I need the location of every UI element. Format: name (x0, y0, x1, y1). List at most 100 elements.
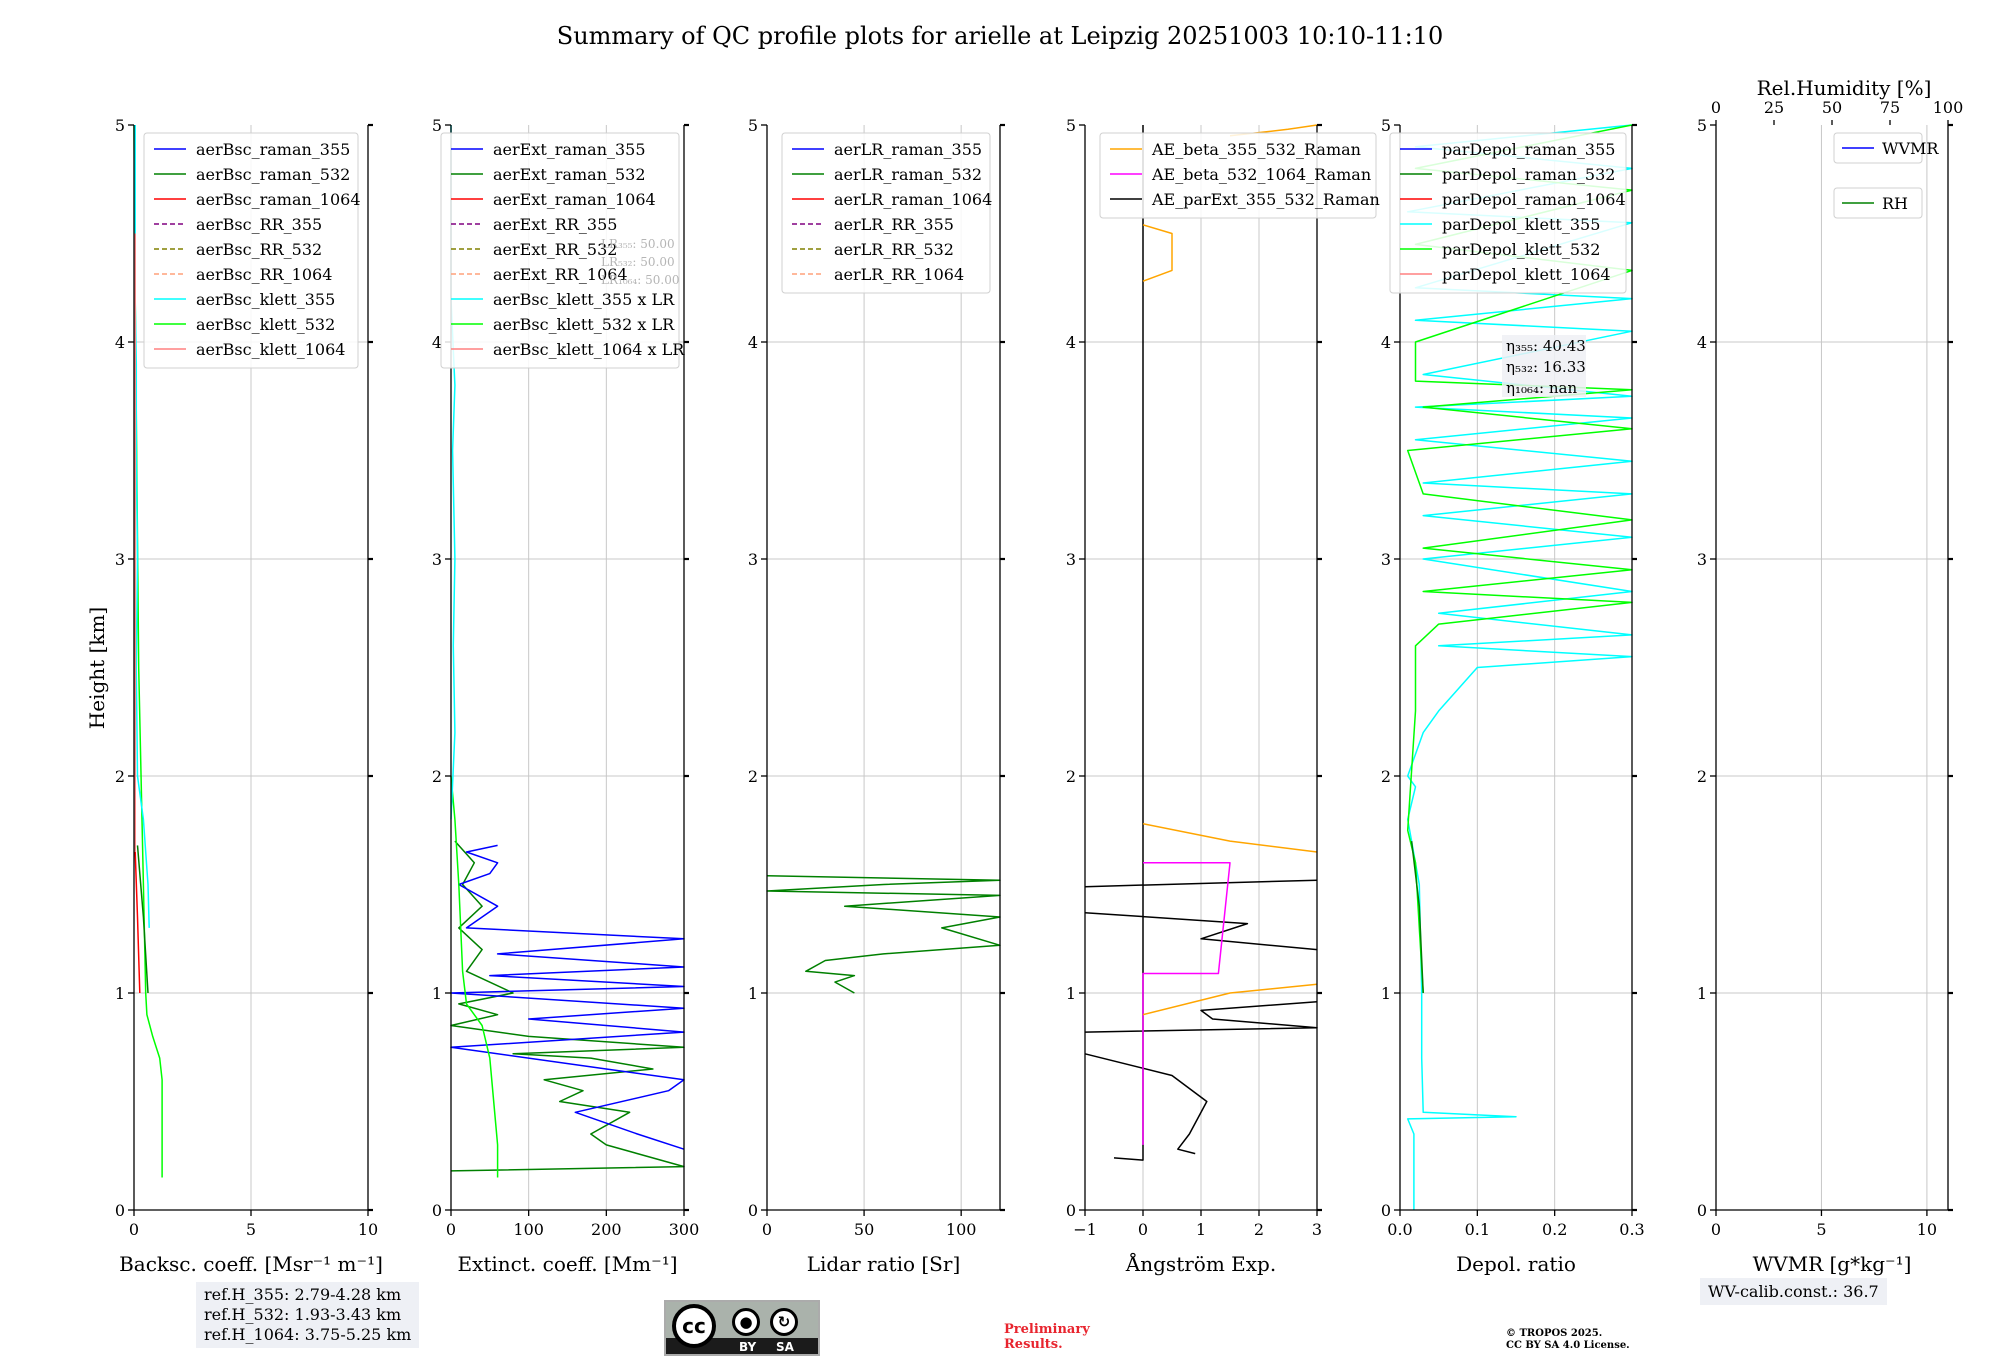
legend-label: aerExt_raman_355 (493, 140, 646, 159)
preliminary-line-1: Preliminary (1004, 1322, 1090, 1337)
wv-calibration-box: WV-calib.const.: 36.7 (1700, 1278, 1887, 1305)
y-tick-label: 4 (432, 333, 442, 352)
series-line-AE_parExt_355_532_Raman_c (1084, 1000, 1318, 1033)
series-line-AE_beta_532_1064_Raman (1142, 862, 1231, 1145)
y-tick-label: 5 (115, 116, 125, 135)
legend-frame (1099, 132, 1377, 219)
series-line-AE_parExt_355_532_Raman_d (1084, 911, 1318, 951)
y-tick-label: 2 (432, 767, 442, 786)
legend-label: parDepol_raman_532 (1442, 165, 1615, 184)
y-tick-label: 2 (1381, 767, 1391, 786)
x-tick-label: 0 (1711, 1220, 1721, 1239)
x-tick-label: 50 (854, 1220, 874, 1239)
eta-note: η₅₃₂: 16.33 (1506, 358, 1586, 376)
y-tick-label: 0 (748, 1201, 758, 1220)
cc-license-badge: cc ● ↻ BY SA (664, 1300, 820, 1356)
x-tick-label: 0.1 (1465, 1220, 1490, 1239)
legend-label: aerLR_RR_532 (834, 240, 954, 259)
reference-heights-box: ref.H_355: 2.79-4.28 km ref.H_532: 1.93-… (196, 1282, 420, 1348)
y-tick-label: 0 (115, 1201, 125, 1220)
top-tick-label: 0 (1711, 98, 1721, 117)
x-tick-label: 10 (1917, 1220, 1937, 1239)
legend-label: aerBsc_RR_532 (196, 240, 322, 259)
legend-label: aerLR_raman_355 (834, 140, 982, 159)
legend-label: aerBsc_klett_1064 x LR (493, 340, 685, 359)
series-line-AE_beta_355_532_Raman_c (1142, 224, 1173, 282)
x-tick-label: 0 (446, 1220, 456, 1239)
legend-frame (1389, 132, 1627, 294)
legend-box: WVMR (1833, 132, 1939, 164)
legend-label: parDepol_klett_1064 (1442, 265, 1611, 284)
y-tick-label: 3 (432, 550, 442, 569)
panel-backscatter: 0 1 2 3 4 5 0 5 10 Backsc. coeff. [Msr⁻¹ m⁻¹] aerB… (115, 116, 383, 1276)
top-tick-label: 50 (1822, 98, 1842, 117)
legend-label: aerBsc_raman_355 (196, 140, 350, 159)
series-line-AE_beta_355_532_Raman_b (1142, 822, 1318, 853)
legend-frame (781, 132, 991, 294)
y-tick-label: 0 (432, 1201, 442, 1220)
x-tick-label: 1 (1196, 1220, 1206, 1239)
y-tick-label: 1 (432, 984, 442, 1003)
x-tick-label: 5 (1816, 1220, 1826, 1239)
y-tick-label: 5 (432, 116, 442, 135)
y-tick-label: 3 (1381, 550, 1391, 569)
x-tick-label: 300 (669, 1220, 700, 1239)
copyright-note: © TROPOS 2025. CC BY SA 4.0 License. (1506, 1328, 1630, 1352)
x-axis-label: WVMR [g*kg⁻¹] (1753, 1252, 1912, 1276)
series-line-AE_parExt_355_532_Raman_b (1084, 1053, 1208, 1155)
legend-label: aerExt_RR_355 (493, 215, 617, 234)
ref-height-355: ref.H_355: 2.79-4.28 km (204, 1285, 402, 1304)
legend-box: RH (1833, 187, 1923, 219)
x-tick-label: 10 (358, 1220, 378, 1239)
eta-note: η₁₀₆₄: nan (1506, 379, 1577, 397)
legend-label: aerBsc_raman_1064 (196, 190, 361, 209)
y-tick-label: 1 (1066, 984, 1076, 1003)
legend-label: parDepol_klett_355 (1442, 215, 1600, 234)
series-line-AE_parExt_355_532_Raman (1113, 125, 1144, 1161)
series-line-AE_beta_355_532_Raman (1142, 983, 1318, 1016)
legend-label: aerBsc_klett_355 x LR (493, 290, 675, 309)
legend-box: AE_beta_355_532_Raman AE_beta_532_1064_Ra… (1099, 132, 1380, 219)
legend-label: parDepol_klett_532 (1442, 240, 1600, 259)
x-tick-label: 0.3 (1619, 1220, 1644, 1239)
legend-label: AE_beta_532_1064_Raman (1151, 165, 1371, 184)
y-tick-label: 1 (1697, 984, 1707, 1003)
y-tick-label: 3 (748, 550, 758, 569)
x-tick-label: 0 (129, 1220, 139, 1239)
legend-label: aerBsc_klett_355 (196, 290, 335, 309)
legend-label: RH (1882, 194, 1908, 213)
x-tick-label: 2 (1254, 1220, 1264, 1239)
y-axis-label: Height [km] (85, 607, 109, 729)
series-line-aerBsc_raman_532 (136, 845, 149, 994)
panel-extinction: 0 1 2 3 4 5 0 100 200 300 Extinct. coeff. [Mm⁻¹] ae… (432, 116, 699, 1276)
legend-frame (440, 132, 680, 369)
y-tick-label: 3 (115, 550, 125, 569)
cc-logo-icon: cc (672, 1304, 716, 1348)
y-tick-label: 0 (1697, 1201, 1707, 1220)
y-tick-label: 4 (1697, 333, 1707, 352)
x-tick-label: 0 (762, 1220, 772, 1239)
legend-label: aerLR_RR_1064 (834, 265, 964, 284)
x-tick-label: 100 (946, 1220, 977, 1239)
x-tick-label: 100 (513, 1220, 544, 1239)
top-tick-label: 100 (1933, 98, 1964, 117)
y-tick-label: 3 (1066, 550, 1076, 569)
legend-box: parDepol_raman_355 parDepol_raman_532 parD… (1389, 132, 1627, 294)
figure-title: Summary of QC profile plots for arielle … (556, 22, 1444, 50)
legend-label: aerLR_raman_532 (834, 165, 982, 184)
y-tick-label: 2 (1697, 767, 1707, 786)
legend-box: aerLR_raman_355 aerLR_raman_532 aerLR_rama… (781, 132, 992, 294)
top-tick-label: 75 (1880, 98, 1900, 117)
x-tick-label: 200 (591, 1220, 622, 1239)
y-tick-label: 0 (1066, 1201, 1076, 1220)
ref-height-1064: ref.H_1064: 3.75-5.25 km (204, 1325, 412, 1344)
copyright-line-2: CC BY SA 4.0 License. (1506, 1340, 1630, 1351)
y-tick-label: 2 (1066, 767, 1076, 786)
legend-label: aerBsc_klett_1064 (196, 340, 345, 359)
y-tick-label: 3 (1697, 550, 1707, 569)
y-tick-label: 4 (1381, 333, 1391, 352)
legend-label: parDepol_raman_355 (1442, 140, 1615, 159)
